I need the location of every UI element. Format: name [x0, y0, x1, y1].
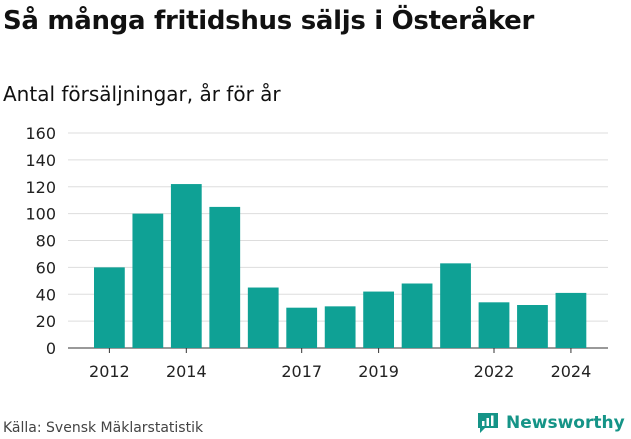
x-tick-label: 2017	[281, 362, 322, 381]
chart-title: Så många fritidshus säljs i Österåker	[3, 6, 534, 36]
y-tick-label: 60	[36, 258, 56, 277]
y-tick-label: 0	[46, 339, 56, 358]
y-tick-label: 120	[25, 178, 56, 197]
bar-2021	[440, 263, 471, 348]
brand-logo: Newsworthy	[476, 408, 625, 438]
bar-2022	[478, 302, 510, 348]
bar-2019	[363, 291, 394, 348]
bar-2018	[324, 306, 356, 348]
y-tick-label: 100	[25, 205, 56, 224]
bar-2024	[555, 292, 587, 348]
x-tick-label: 2024	[551, 362, 592, 381]
bar-2015	[209, 206, 241, 348]
bar-2013	[132, 213, 164, 348]
bar-2017	[286, 307, 318, 348]
brand-name: Newsworthy	[506, 413, 625, 433]
bar-2016	[247, 287, 279, 348]
x-tick-label: 2014	[166, 362, 207, 381]
bar-2020	[401, 283, 433, 348]
x-tick-label: 2022	[474, 362, 515, 381]
y-tick-label: 160	[25, 124, 56, 143]
bar-2012	[94, 267, 125, 348]
x-tick-label: 2019	[358, 362, 399, 381]
y-tick-label: 20	[36, 312, 56, 331]
bar-chart: 0 20 40 60 80 100 120 140 160 2012 2014 2017 2019 202…	[25, 124, 608, 381]
bar-2023	[517, 305, 548, 348]
y-tick-label: 140	[25, 151, 56, 170]
y-tick-label: 40	[36, 285, 56, 304]
y-tick-label: 80	[36, 232, 56, 251]
bar-2014	[170, 184, 202, 348]
chart-subtitle: Antal försäljningar, år för år	[3, 82, 281, 106]
source-note: Källa: Svensk Mäklarstatistik	[3, 420, 204, 436]
x-tick-label: 2012	[89, 362, 130, 381]
newsworthy-logo-icon	[478, 413, 498, 433]
